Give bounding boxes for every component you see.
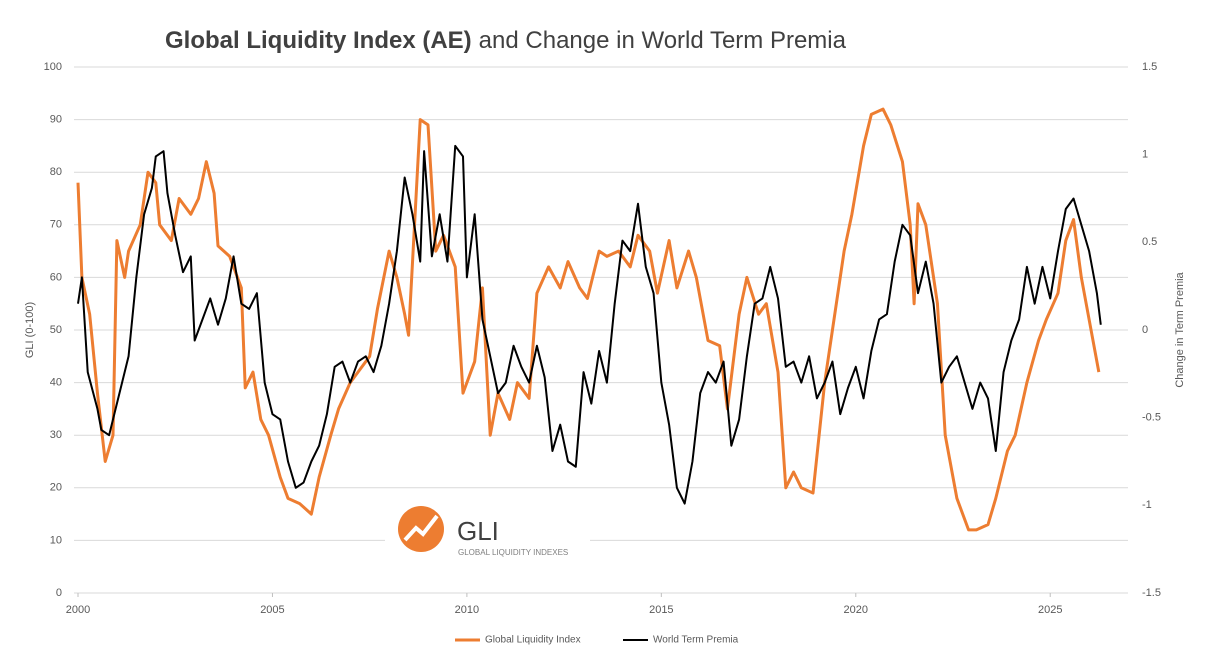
- y-tick-label: 30: [50, 429, 62, 441]
- y-tick-label: 90: [50, 114, 62, 126]
- y2-tick-label: 0: [1142, 324, 1148, 336]
- logo: GLI GLOBAL LIQUIDITY INDEXES: [385, 498, 590, 562]
- y2-axis-label: Change in Term Premia: [1174, 271, 1186, 387]
- x-tick-label: 2025: [1038, 604, 1062, 616]
- y2-tick-label: 0.5: [1142, 236, 1157, 248]
- y-tick-label: 0: [56, 587, 62, 599]
- y-tick-label: 70: [50, 219, 62, 231]
- y2-tick-label: 1.5: [1142, 61, 1157, 73]
- x-tick-label: 2020: [844, 604, 868, 616]
- y-axis-label: GLI (0-100): [24, 302, 36, 358]
- series-line: [76, 107, 1101, 532]
- logo-arrow: [403, 514, 439, 542]
- legend-label: World Term Premia: [653, 635, 739, 646]
- y2-tick-label: -0.5: [1142, 412, 1161, 424]
- x-tick-label: 2000: [66, 604, 90, 616]
- y-tick-label: 100: [44, 61, 62, 73]
- title-bold: Global Liquidity Index (AE): [165, 27, 472, 54]
- title-rest: and Change in World Term Premia: [479, 27, 847, 54]
- logo-icon: [398, 506, 444, 552]
- series-line: [77, 144, 1102, 505]
- x-tick-label: 2015: [649, 604, 673, 616]
- y-tick-label: 50: [50, 324, 62, 336]
- x-tick-label: 2010: [455, 604, 479, 616]
- chart-title: Global Liquidity Index (AE) and Change in…: [165, 27, 847, 54]
- y-tick-label: 80: [50, 166, 62, 178]
- grid: 0 10 20 30 40 50 60 70 80 90 100 -1.5 -1 -0.5 0 0.5 1 1.5…: [44, 61, 1161, 616]
- y2-tick-label: 1: [1142, 149, 1148, 161]
- logo-subtitle: GLOBAL LIQUIDITY INDEXES: [458, 548, 568, 557]
- y2-tick-label: -1.5: [1142, 587, 1161, 599]
- legend: Global Liquidity Index World Term Premia: [455, 635, 739, 646]
- legend-label: Global Liquidity Index: [485, 635, 581, 646]
- y-tick-label: 10: [50, 534, 62, 546]
- logo-text: GLI: [457, 516, 499, 546]
- y2-tick-label: -1: [1142, 499, 1152, 511]
- y-tick-label: 40: [50, 377, 62, 389]
- y-tick-label: 60: [50, 271, 62, 283]
- lines: [76, 107, 1102, 532]
- x-tick-label: 2005: [260, 604, 284, 616]
- y-tick-label: 20: [50, 482, 62, 494]
